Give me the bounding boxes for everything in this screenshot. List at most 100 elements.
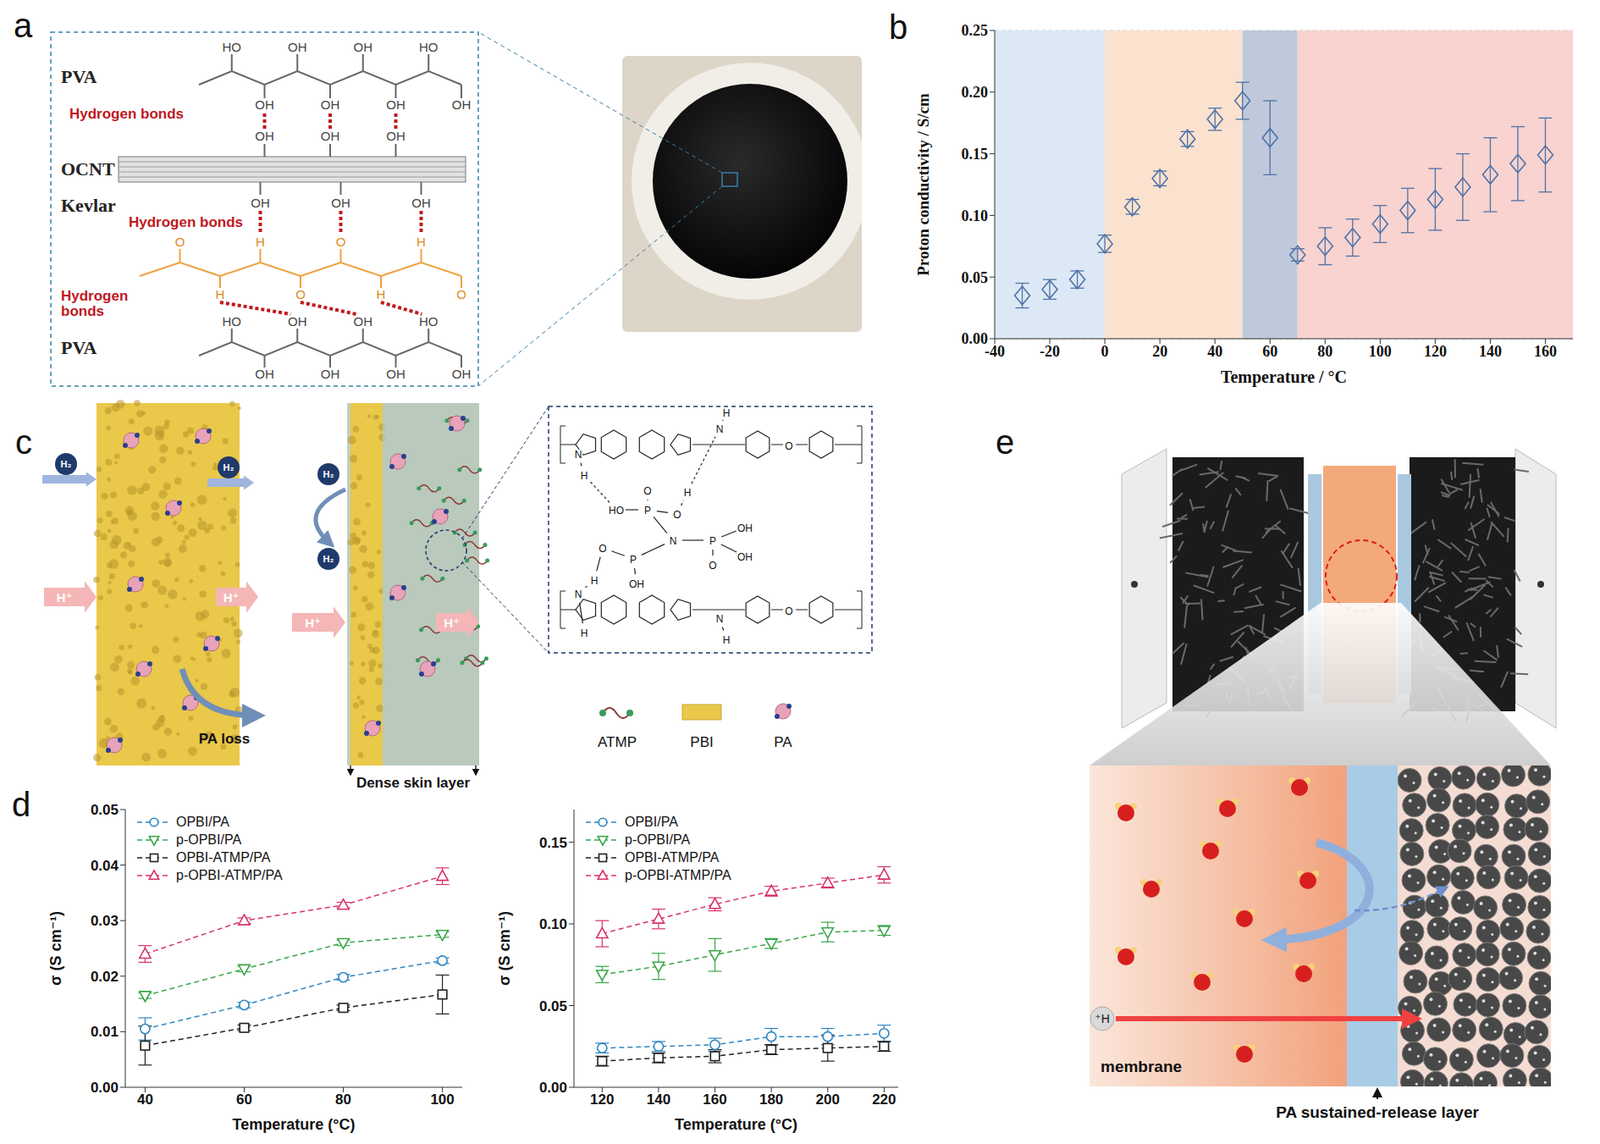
svg-text:O: O xyxy=(456,286,467,302)
svg-text:OH: OH xyxy=(386,97,406,112)
svg-text:0.15: 0.15 xyxy=(539,834,568,851)
svg-text:HO: HO xyxy=(419,314,439,329)
svg-text:PVA: PVA xyxy=(60,336,97,359)
svg-text:H: H xyxy=(255,234,265,249)
svg-text:P: P xyxy=(709,535,717,547)
svg-text:0.15: 0.15 xyxy=(961,145,989,163)
svg-text:H: H xyxy=(722,634,731,646)
svg-text:OH: OH xyxy=(353,314,374,329)
svg-text:80: 80 xyxy=(1317,342,1333,360)
svg-text:OH: OH xyxy=(287,39,308,55)
svg-text:Temperature (°C): Temperature (°C) xyxy=(674,1115,798,1133)
svg-text:O: O xyxy=(784,605,793,618)
svg-text:0.03: 0.03 xyxy=(90,912,119,929)
svg-text:OH: OH xyxy=(254,97,275,112)
svg-text:H⁺: H⁺ xyxy=(443,615,460,630)
svg-text:N: N xyxy=(574,588,583,601)
svg-text:0.10: 0.10 xyxy=(539,915,568,933)
svg-text:H: H xyxy=(722,407,731,420)
svg-text:O: O xyxy=(708,559,717,572)
svg-text:OCNT: OCNT xyxy=(60,158,116,180)
svg-text:0.25: 0.25 xyxy=(961,22,989,39)
svg-text:H: H xyxy=(684,486,692,499)
svg-text:O: O xyxy=(336,234,347,249)
svg-text:N: N xyxy=(574,448,583,461)
svg-text:OH: OH xyxy=(452,97,472,112)
svg-text:OH: OH xyxy=(353,39,374,55)
svg-text:N: N xyxy=(716,612,724,625)
svg-text:OH: OH xyxy=(411,195,431,210)
svg-text:O: O xyxy=(784,440,793,453)
svg-text:0.05: 0.05 xyxy=(961,269,989,287)
svg-text:120: 120 xyxy=(590,1091,614,1108)
svg-text:P: P xyxy=(644,504,652,517)
svg-text:PA: PA xyxy=(773,733,793,751)
svg-text:OH: OH xyxy=(320,97,341,112)
svg-text:0.00: 0.00 xyxy=(539,1079,568,1096)
svg-text:H⁺: H⁺ xyxy=(304,615,321,630)
svg-text:0.05: 0.05 xyxy=(539,998,568,1015)
svg-text:Temperature / °C: Temperature / °C xyxy=(1220,367,1347,387)
svg-text:σ (S cm⁻¹): σ (S cm⁻¹) xyxy=(496,910,514,986)
svg-text:HO: HO xyxy=(419,39,439,55)
svg-text:H₂: H₂ xyxy=(323,468,335,480)
svg-text:σ (S cm⁻¹): σ (S cm⁻¹) xyxy=(47,910,65,986)
svg-text:OH: OH xyxy=(386,366,406,381)
svg-text:P: P xyxy=(629,553,637,566)
svg-text:220: 220 xyxy=(871,1091,896,1108)
svg-text:H₂: H₂ xyxy=(323,553,335,564)
svg-text:-20: -20 xyxy=(1039,342,1060,360)
svg-text:140: 140 xyxy=(1478,342,1502,360)
svg-text:60: 60 xyxy=(1262,342,1278,360)
svg-text:OH: OH xyxy=(287,314,308,329)
svg-text:PVA: PVA xyxy=(60,66,97,88)
svg-text:100: 100 xyxy=(1368,342,1392,360)
svg-text:O: O xyxy=(673,508,681,521)
svg-text:H: H xyxy=(580,469,589,482)
svg-text:Proton conductivity / S/cm: Proton conductivity / S/cm xyxy=(914,93,933,276)
svg-text:140: 140 xyxy=(646,1091,671,1108)
svg-text:H: H xyxy=(416,234,426,249)
svg-text:0.00: 0.00 xyxy=(961,330,989,348)
svg-text:OH: OH xyxy=(452,366,472,381)
svg-text:80: 80 xyxy=(335,1091,352,1108)
svg-text:H: H xyxy=(590,574,599,587)
svg-text:100: 100 xyxy=(430,1091,454,1108)
svg-text:OH: OH xyxy=(250,195,271,210)
svg-text:Hydrogen: Hydrogen xyxy=(60,287,128,304)
svg-text:0.01: 0.01 xyxy=(90,1023,119,1040)
svg-text:Hydrogen bonds: Hydrogen bonds xyxy=(69,105,184,122)
svg-text:120: 120 xyxy=(1423,342,1447,360)
svg-text:O: O xyxy=(295,286,306,302)
svg-text:ATMP: ATMP xyxy=(597,733,637,751)
svg-text:H₂: H₂ xyxy=(60,458,72,469)
svg-text:20: 20 xyxy=(1152,342,1168,360)
svg-text:O: O xyxy=(598,542,607,555)
svg-text:OH: OH xyxy=(737,522,753,535)
svg-text:160: 160 xyxy=(702,1091,727,1108)
svg-text:200: 200 xyxy=(816,1091,840,1108)
svg-text:OH: OH xyxy=(320,366,341,381)
svg-text:H⁺: H⁺ xyxy=(223,590,240,605)
svg-text:180: 180 xyxy=(759,1091,784,1108)
svg-text:0.20: 0.20 xyxy=(961,83,989,101)
svg-text:HO: HO xyxy=(608,504,624,517)
svg-text:0.02: 0.02 xyxy=(90,968,119,985)
svg-text:0.00: 0.00 xyxy=(90,1079,119,1096)
svg-text:60: 60 xyxy=(236,1091,253,1108)
svg-text:PA loss: PA loss xyxy=(198,730,250,747)
svg-text:OH: OH xyxy=(254,128,275,144)
svg-text:Temperature (°C): Temperature (°C) xyxy=(232,1115,356,1133)
svg-text:HO: HO xyxy=(222,39,243,55)
svg-text:0: 0 xyxy=(1101,342,1109,360)
svg-text:160: 160 xyxy=(1533,342,1557,360)
svg-text:0.05: 0.05 xyxy=(90,801,119,818)
svg-text:HO: HO xyxy=(222,314,243,329)
svg-text:N: N xyxy=(669,535,678,547)
svg-text:OH: OH xyxy=(254,366,275,381)
svg-text:40: 40 xyxy=(1207,342,1223,360)
svg-text:Kevlar: Kevlar xyxy=(60,194,116,216)
svg-text:⁺H: ⁺H xyxy=(1094,1011,1110,1026)
svg-text:N: N xyxy=(716,423,724,436)
svg-text:O: O xyxy=(175,234,186,249)
